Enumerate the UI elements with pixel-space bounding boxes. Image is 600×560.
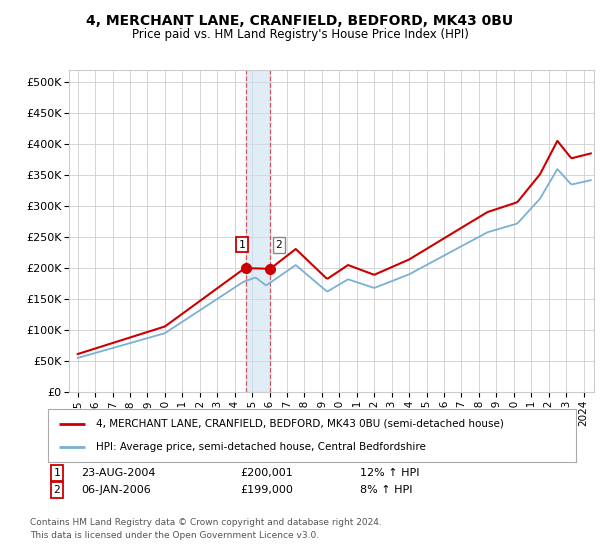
Text: 2: 2 [53,485,61,495]
Text: 8% ↑ HPI: 8% ↑ HPI [360,485,413,495]
Text: HPI: Average price, semi-detached house, Central Bedfordshire: HPI: Average price, semi-detached house,… [95,442,425,452]
Text: 4, MERCHANT LANE, CRANFIELD, BEDFORD, MK43 0BU: 4, MERCHANT LANE, CRANFIELD, BEDFORD, MK… [86,14,514,28]
Text: 2: 2 [275,240,283,250]
Text: This data is licensed under the Open Government Licence v3.0.: This data is licensed under the Open Gov… [30,531,319,540]
Text: 06-JAN-2006: 06-JAN-2006 [81,485,151,495]
Text: 23-AUG-2004: 23-AUG-2004 [81,468,155,478]
Text: 4, MERCHANT LANE, CRANFIELD, BEDFORD, MK43 0BU (semi-detached house): 4, MERCHANT LANE, CRANFIELD, BEDFORD, MK… [95,419,503,429]
Text: Contains HM Land Registry data © Crown copyright and database right 2024.: Contains HM Land Registry data © Crown c… [30,518,382,527]
Bar [246,70,270,392]
Text: 1: 1 [53,468,61,478]
Text: £199,000: £199,000 [240,485,293,495]
Text: 12% ↑ HPI: 12% ↑ HPI [360,468,419,478]
Text: Price paid vs. HM Land Registry's House Price Index (HPI): Price paid vs. HM Land Registry's House … [131,28,469,41]
Text: £200,001: £200,001 [240,468,293,478]
Text: 1: 1 [238,240,245,250]
